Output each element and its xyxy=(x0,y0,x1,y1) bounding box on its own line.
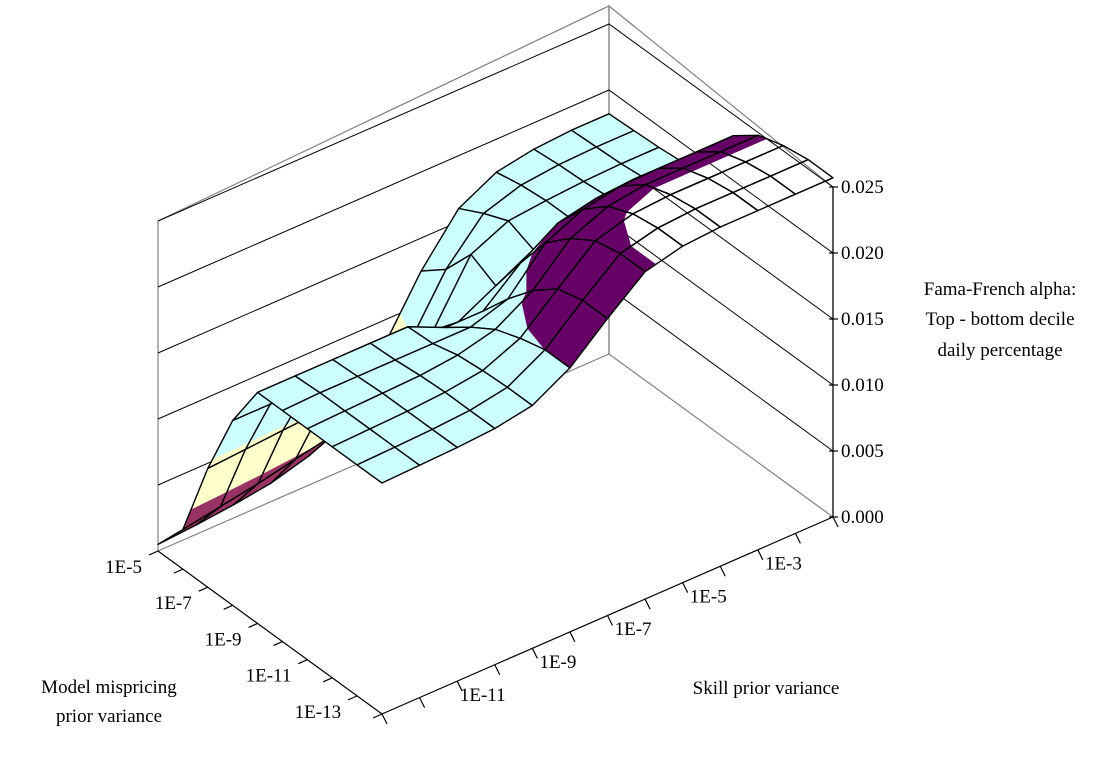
x-tick-7 xyxy=(644,598,651,610)
y-tick-2 xyxy=(322,677,333,683)
z-tick-label-0: 0.000 xyxy=(841,507,884,528)
x-tick-3 xyxy=(494,664,501,676)
y-tick-3 xyxy=(298,659,308,665)
z-tick-label-4: 0.020 xyxy=(841,243,884,264)
axes: 0.0000.0050.0100.0150.0200.0251E-111E-91… xyxy=(105,177,884,725)
y-axis-line xyxy=(157,550,383,715)
z-tick-label-2: 0.010 xyxy=(841,375,884,396)
x-tick-12 xyxy=(832,516,839,528)
z-axis-title-line-3: daily percentage xyxy=(937,340,1062,361)
x-tick-label-3: 1E-5 xyxy=(690,586,727,607)
y-tick-5 xyxy=(248,622,258,628)
y-tick-4 xyxy=(273,641,283,647)
y-axis-title-line-2: prior variance xyxy=(56,706,162,727)
z-axis-title-line-2: Top - bottom decile xyxy=(925,309,1074,330)
x-tick-9 xyxy=(719,565,726,577)
y-axis-title-line-1: Model mispricing xyxy=(41,677,177,698)
x-tick-5 xyxy=(569,631,576,643)
x-axis-title: Skill prior variance xyxy=(693,678,840,699)
x-tick-11 xyxy=(794,533,801,544)
y-tick-label-4: 1E-13 xyxy=(295,702,341,723)
x-tick-0 xyxy=(381,713,388,725)
cell-outline xyxy=(669,177,734,210)
cell-outline xyxy=(744,144,809,177)
y-tick-label-0: 1E-5 xyxy=(105,557,142,578)
surface-plot xyxy=(157,113,834,546)
x-tick-label-2: 1E-7 xyxy=(615,619,652,640)
y-tick-9 xyxy=(148,550,159,556)
x-tick-8 xyxy=(682,582,689,593)
surface-cell-0-10 xyxy=(732,175,797,212)
surface-cell-1-8 xyxy=(632,193,697,229)
z-tick-label-1: 0.005 xyxy=(841,441,884,462)
floor-edges xyxy=(157,353,834,552)
z-gridline-4 xyxy=(157,89,834,288)
x-tick-1 xyxy=(419,697,426,708)
x-tick-6 xyxy=(606,615,614,626)
x-tick-label-4: 1E-3 xyxy=(765,553,802,574)
y-tick-label-3: 1E-11 xyxy=(246,666,292,687)
cell-outline xyxy=(356,446,421,484)
cell-outline xyxy=(732,175,797,212)
z-tick-label-3: 0.015 xyxy=(841,309,884,330)
cell-outline xyxy=(707,161,772,194)
y-tick-label-1: 1E-7 xyxy=(155,593,192,614)
x-tick-10 xyxy=(757,549,764,561)
surface-cell-0-9 xyxy=(694,191,759,228)
y-tick-1 xyxy=(347,695,358,701)
x-tick-4 xyxy=(531,648,538,659)
cell-outline xyxy=(694,191,759,228)
surface-cell-6-0 xyxy=(207,403,271,470)
x-tick-label-0: 1E-11 xyxy=(460,685,506,706)
surface-cell-1-9 xyxy=(669,177,734,210)
surface-cell-0-0 xyxy=(356,446,421,484)
x-tick-2 xyxy=(456,680,463,692)
surface-cell-1-10 xyxy=(707,161,772,194)
z-gridline-5 xyxy=(157,23,834,222)
y-tick-8 xyxy=(173,568,184,574)
y-tick-label-2: 1E-9 xyxy=(205,629,242,650)
z-tick-label-5: 0.025 xyxy=(841,177,884,198)
y-tick-7 xyxy=(198,586,209,592)
surface-cell-1-11 xyxy=(744,144,809,177)
z-axis-title-line-1: Fama-French alpha: xyxy=(924,279,1076,300)
y-tick-6 xyxy=(223,604,233,610)
y-tick-0 xyxy=(372,713,383,719)
x-tick-label-1: 1E-9 xyxy=(539,652,576,673)
cell-outline xyxy=(632,193,697,229)
